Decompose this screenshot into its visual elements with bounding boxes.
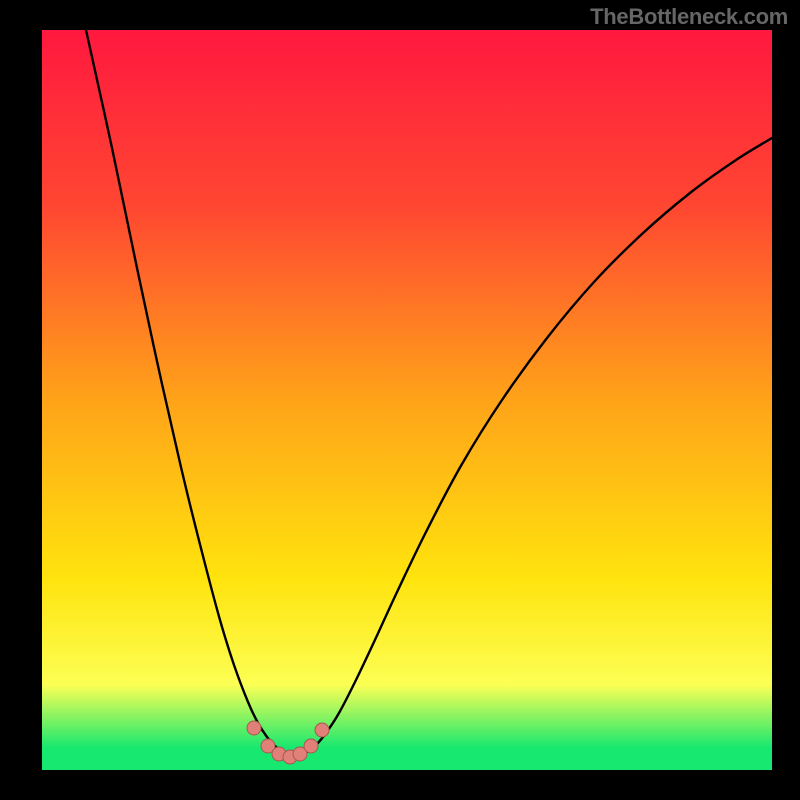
chart-plot-area (42, 30, 772, 770)
chart-curve (86, 30, 772, 756)
chart-svg (42, 30, 772, 770)
data-marker (304, 739, 318, 753)
data-marker (247, 721, 261, 735)
data-marker (315, 723, 329, 737)
watermark: TheBottleneck.com (590, 4, 788, 30)
